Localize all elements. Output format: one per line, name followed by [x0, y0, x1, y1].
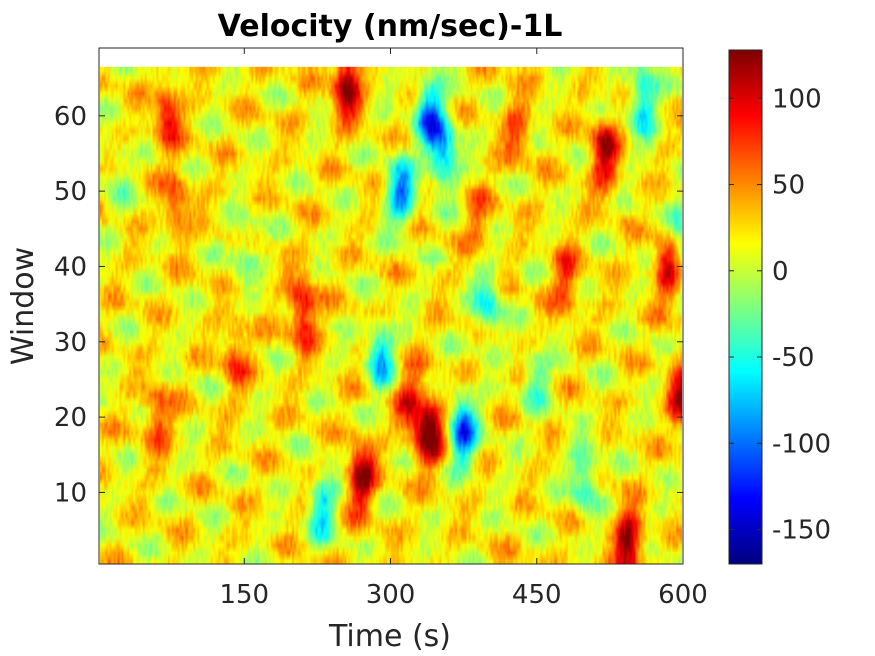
colorbar-tick-label: 0	[772, 257, 789, 287]
x-axis-ticks: 150 300 450 600	[219, 48, 708, 610]
y-tick-label: 10	[54, 478, 87, 508]
plot-area	[98, 47, 684, 565]
y-tick-label: 20	[54, 403, 87, 433]
y-axis-ticks: 10 20 30 40 50 60	[54, 102, 683, 508]
y-tick-label: 60	[54, 102, 87, 132]
x-tick-label: 450	[512, 580, 562, 610]
y-axis-label: Window	[6, 247, 41, 365]
colorbar-ticks: -150 -100 -50 0 50 100	[729, 84, 831, 546]
y-tick-label: 40	[54, 252, 87, 282]
x-tick-label: 600	[658, 580, 708, 610]
colorbar-frame	[728, 49, 763, 565]
colorbar-tick-label: -150	[772, 516, 831, 546]
x-tick-label: 150	[219, 580, 269, 610]
y-tick-label: 30	[54, 328, 87, 358]
colorbar-gradient	[729, 50, 762, 564]
colorbar-tick-label: -50	[772, 343, 814, 373]
x-tick-label: 300	[366, 580, 416, 610]
x-axis-label: Time (s)	[328, 619, 451, 654]
colorbar-tick-label: -100	[772, 429, 831, 459]
colorbar-tick-label: 100	[772, 84, 822, 114]
y-tick-label: 50	[54, 177, 87, 207]
heatmap-image	[100, 66, 682, 564]
chart-title: Velocity (nm/sec)-1L	[218, 9, 563, 44]
colorbar: -150 -100 -50 0 50 100	[728, 49, 831, 565]
colorbar-tick-label: 50	[772, 171, 805, 201]
